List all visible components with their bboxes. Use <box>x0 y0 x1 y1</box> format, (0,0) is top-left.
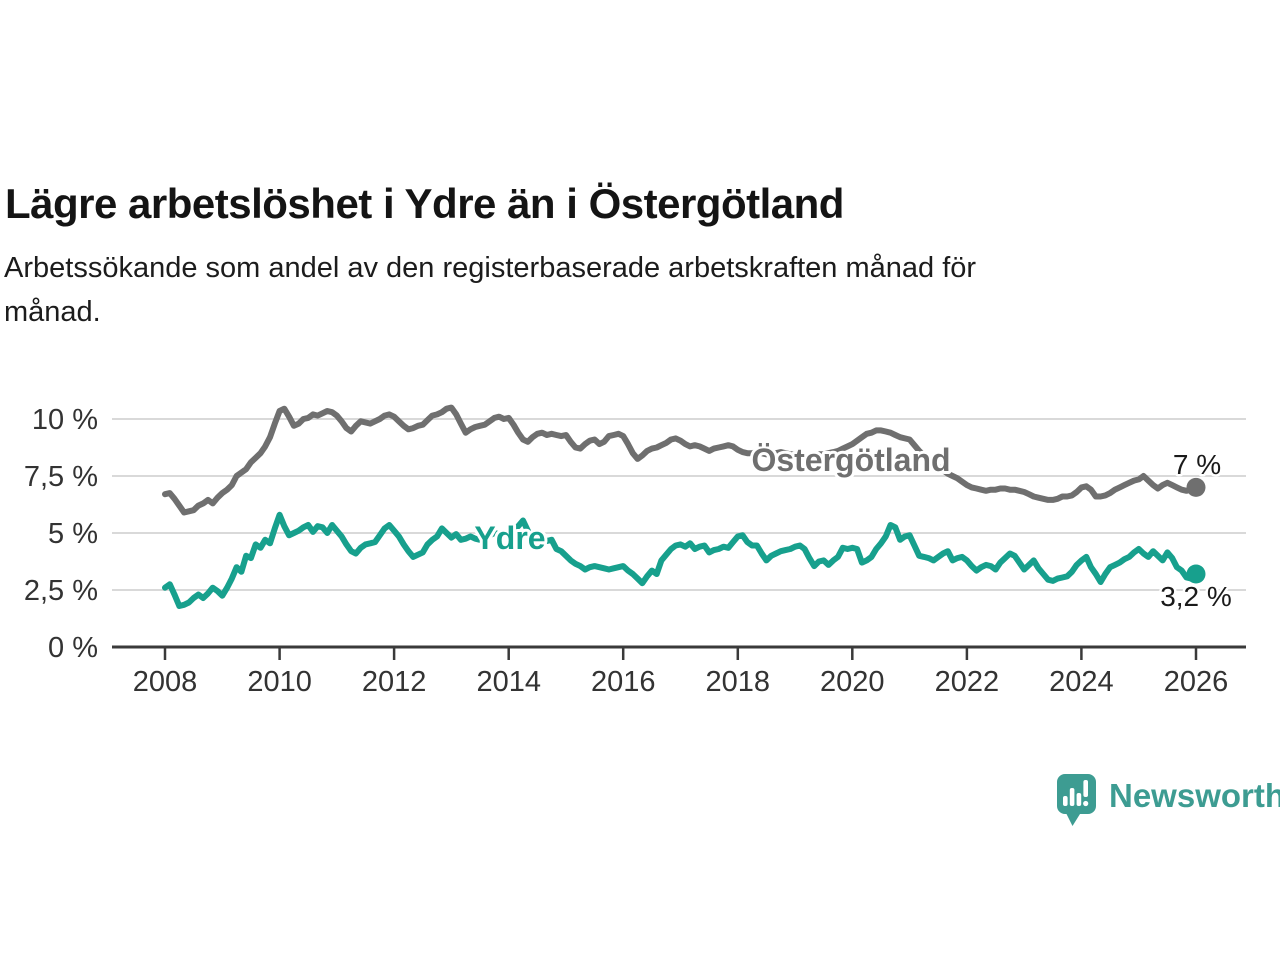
end-dot-ydre <box>1186 564 1206 584</box>
series-label-ydre: Ydre <box>474 520 545 556</box>
series-line-ostergotland <box>162 404 1199 516</box>
y-axis-label-2-5: 2,5 % <box>24 575 98 607</box>
x-axis-label-2010: 2010 <box>247 666 312 698</box>
y-axis-label-10: 10 % <box>32 404 98 436</box>
end-dot-ostergotland <box>1186 477 1206 497</box>
chart-subtitle-line-2: månad. <box>4 296 101 328</box>
series-line-ydre <box>162 511 1199 609</box>
y-axis-label-5: 5 % <box>48 518 98 550</box>
newsworthy-logo: Newsworthy <box>1056 774 1280 828</box>
end-value-label-ostergotland: 7 % <box>1173 449 1221 480</box>
x-axis: 2008 2010 2012 2014 2016 2018 2020 2022 … <box>112 645 1246 698</box>
x-axis-label-2018: 2018 <box>706 666 771 698</box>
x-axis-label-2012: 2012 <box>362 666 427 698</box>
chart-subtitle-line-1: Arbetssökande som andel av den registerb… <box>4 252 977 284</box>
newsworthy-wordmark: Newsworthy <box>1109 777 1280 814</box>
y-axis-label-0: 0 % <box>48 632 98 664</box>
x-axis-label-2024: 2024 <box>1049 666 1114 698</box>
y-axis: 0 % 2,5 % 5 % 7,5 % 10 % <box>24 404 98 664</box>
x-axis-label-2022: 2022 <box>935 666 1000 698</box>
x-axis-label-2014: 2014 <box>476 666 541 698</box>
x-axis-label-2020: 2020 <box>820 666 885 698</box>
series-layer <box>162 404 1206 609</box>
end-value-label-ydre: 3,2 % <box>1160 581 1232 612</box>
series-label-ostergotland: Östergötland <box>751 442 950 478</box>
x-axis-label-2008: 2008 <box>133 666 198 698</box>
x-axis-label-2026: 2026 <box>1164 666 1229 698</box>
y-axis-label-7-5: 7,5 % <box>24 461 98 493</box>
x-axis-label-2016: 2016 <box>591 666 656 698</box>
newsworthy-bubble-bar-chart-icon <box>1057 774 1096 826</box>
chart-subtitle: Arbetssökande som andel av den registerb… <box>4 246 976 334</box>
chart-title: Lägre arbetslöshet i Ydre än i Östergötl… <box>5 180 844 228</box>
